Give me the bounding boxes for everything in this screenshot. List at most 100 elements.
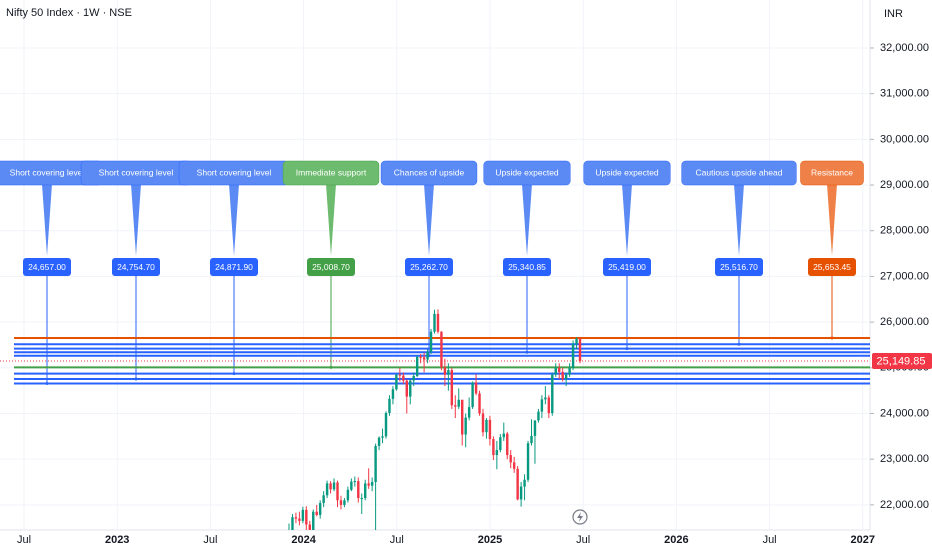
candle-body — [433, 313, 436, 332]
callout-text: Resistance — [811, 167, 853, 177]
candle-body — [339, 500, 343, 505]
candle-body — [499, 437, 502, 451]
candle-body — [447, 370, 450, 375]
candle-body — [353, 481, 357, 483]
x-tick-label: Jul — [203, 534, 217, 546]
candle-body — [395, 374, 398, 390]
x-tick-label: 2026 — [664, 534, 688, 546]
value-box — [405, 258, 453, 276]
callout-tag — [282, 160, 380, 186]
candle-body — [308, 524, 311, 530]
callout-pointer — [131, 184, 141, 256]
candle-body — [506, 433, 509, 456]
value-box — [715, 258, 763, 276]
candle-body — [492, 439, 495, 456]
candle-body — [336, 482, 339, 501]
value-box — [23, 258, 71, 276]
value-box — [307, 258, 355, 276]
value-label: 25,262.70 — [410, 262, 448, 272]
candle-body — [312, 511, 315, 530]
candle-body — [554, 367, 557, 375]
candle-body — [502, 433, 505, 438]
event-icon[interactable] — [577, 512, 583, 522]
candle-body — [409, 380, 412, 397]
candle-body — [478, 393, 481, 414]
candle-body — [450, 370, 454, 406]
candle-body — [384, 413, 388, 437]
candle-body — [377, 437, 381, 446]
level-anchor — [625, 347, 629, 351]
value-label: 25,340.85 — [508, 262, 546, 272]
candle-body — [294, 517, 298, 519]
currency: INR — [884, 8, 903, 20]
candle-body — [533, 420, 537, 436]
candle-body — [357, 481, 360, 499]
y-tick-label: 31,000.00 — [880, 88, 929, 100]
candle-body — [544, 397, 547, 400]
candle-body — [305, 509, 308, 525]
callout-tag — [380, 160, 478, 186]
callout-text: Upside expected — [595, 167, 659, 177]
callout-text: Short covering level — [10, 167, 85, 177]
candle-body — [464, 417, 467, 435]
callout-tag — [483, 160, 571, 186]
value-label: 25,419.00 — [608, 262, 646, 272]
level-anchor — [525, 350, 529, 354]
callout-text: Short covering level — [99, 167, 174, 177]
level-anchor — [232, 372, 236, 376]
candle-body — [322, 495, 325, 504]
candle-body — [443, 367, 447, 375]
x-tick-label: 2027 — [851, 534, 875, 546]
value-label: 24,871.90 — [215, 262, 253, 272]
candle-body — [325, 483, 329, 496]
candle-body — [346, 489, 350, 501]
candle-body — [516, 468, 519, 500]
candle-body — [388, 398, 391, 414]
value-label: 24,754.70 — [117, 262, 155, 272]
level-anchor — [45, 381, 49, 385]
y-tick-label: 30,000.00 — [880, 133, 929, 145]
candle-body — [381, 436, 384, 438]
candle-body — [547, 397, 551, 414]
candle-body — [391, 389, 395, 399]
callout-tag — [681, 160, 797, 186]
candle-body — [526, 443, 530, 480]
value-label: 25,008.70 — [312, 262, 350, 272]
value-label: 25,516.70 — [720, 262, 758, 272]
callout-tag — [800, 160, 864, 186]
callout-text: Upside expected — [495, 167, 559, 177]
candle-body — [495, 450, 499, 456]
callout-pointer — [42, 184, 52, 256]
candle-body — [415, 356, 419, 377]
callout-tag — [583, 160, 671, 186]
candle-body — [512, 462, 516, 469]
candle-body — [454, 405, 457, 407]
event-icon[interactable] — [572, 509, 588, 525]
price-box — [872, 352, 932, 369]
callout-text: Short covering level — [197, 167, 272, 177]
candle-body — [332, 482, 336, 490]
callout-pointer — [827, 184, 837, 256]
candle-body — [291, 517, 294, 530]
x-tick-label: Jul — [17, 534, 31, 546]
candle-body — [419, 356, 422, 358]
value-box — [808, 258, 856, 276]
candle-body — [530, 435, 533, 444]
level-anchor — [134, 377, 138, 381]
level-anchor — [830, 336, 834, 340]
candle-body — [367, 483, 370, 486]
candle-body — [374, 445, 377, 483]
callout-text: Cautious upside ahead — [696, 167, 783, 177]
chart-title: Nifty 50 Index · 1W · NSE — [6, 7, 132, 19]
candle-body — [402, 375, 405, 381]
level-anchor — [737, 342, 741, 346]
value-box — [112, 258, 160, 276]
candle-body — [571, 343, 575, 368]
callout-text: Chances of upside — [394, 167, 465, 177]
candle-body — [578, 338, 582, 361]
candle-body — [551, 374, 554, 414]
candle-body — [561, 371, 564, 380]
candle-body — [481, 413, 485, 433]
value-box — [503, 258, 551, 276]
candle-body — [457, 399, 460, 407]
